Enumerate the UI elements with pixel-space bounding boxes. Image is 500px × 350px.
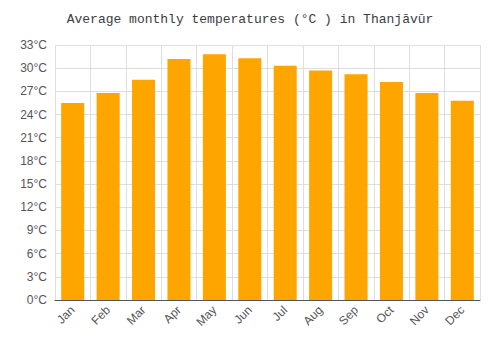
svg-text:12°C: 12°C [20, 200, 47, 214]
svg-text:6°C: 6°C [27, 247, 47, 261]
svg-text:Apr: Apr [161, 303, 184, 326]
svg-text:Jun: Jun [231, 303, 255, 327]
svg-text:Aug: Aug [301, 303, 326, 328]
svg-text:33°C: 33°C [20, 38, 47, 52]
svg-text:Average monthly temperatures (: Average monthly temperatures (°C ) in Th… [67, 12, 434, 27]
svg-text:21°C: 21°C [20, 131, 47, 145]
svg-text:May: May [193, 303, 219, 329]
svg-text:9°C: 9°C [27, 223, 47, 237]
svg-text:30°C: 30°C [20, 61, 47, 75]
svg-text:Oct: Oct [373, 303, 397, 327]
svg-text:27°C: 27°C [20, 84, 47, 98]
svg-text:Jul: Jul [269, 303, 290, 324]
svg-text:Sep: Sep [336, 303, 361, 328]
svg-text:3°C: 3°C [27, 270, 47, 284]
svg-text:Nov: Nov [407, 303, 432, 328]
svg-text:15°C: 15°C [20, 177, 47, 191]
svg-text:Mar: Mar [124, 303, 149, 327]
svg-text:Jan: Jan [54, 303, 78, 327]
svg-text:18°C: 18°C [20, 154, 47, 168]
svg-text:24°C: 24°C [20, 108, 47, 122]
svg-text:Dec: Dec [442, 303, 467, 328]
svg-text:Feb: Feb [89, 303, 114, 328]
svg-text:0°C: 0°C [27, 293, 47, 307]
